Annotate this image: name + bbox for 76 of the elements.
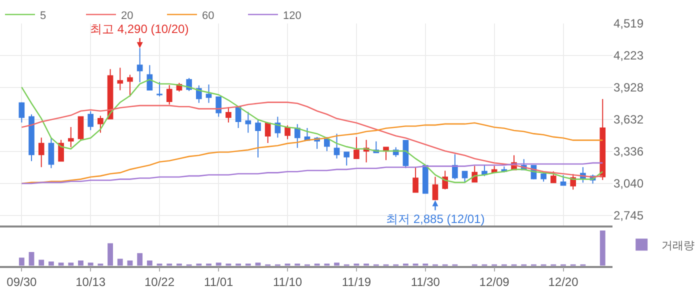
bar [88,262,94,266]
candlestick [344,152,350,166]
x-tick-label: 11/01 [204,274,234,289]
candlestick [166,84,172,105]
candlestick [412,166,418,193]
x-tick-label: 11/30 [410,274,440,289]
candlestick [78,116,84,142]
candlestick [156,81,162,97]
candlestick [58,139,64,162]
candlestick [226,106,232,123]
bar [68,262,74,266]
candlestick [264,122,271,144]
candlestick [127,74,133,98]
annotation: 최고 4,290 (10/20) [90,22,189,36]
x-tick-label: 11/19 [342,274,372,289]
bar [117,258,123,266]
candlestick [38,137,44,168]
bar [334,262,340,266]
y-tick-label: 4,223 [613,48,644,63]
x-tick-label: 12/09 [479,274,510,289]
bar [58,262,64,266]
y-tick-label: 3,928 [613,80,644,95]
candlestick [255,119,261,158]
candlestick [540,172,546,182]
bar [38,260,44,266]
candlestick [422,165,428,194]
y-tick-label: 4,519 [613,16,644,31]
bar [108,243,113,266]
line-series [21,122,604,184]
y-tick-label: 3,336 [613,144,644,159]
bar [137,253,143,266]
bar [216,262,222,266]
legend-label: 20 [121,10,134,22]
candlestick [28,114,34,162]
candlestick [560,174,566,186]
y-tick-label: 3,632 [613,112,644,127]
legend-label: 120 [283,10,302,22]
annotation: 최저 2,885 (12/01) [386,212,485,226]
candlestick [334,133,340,159]
legend-label: 거래량 [662,240,695,252]
candlestick [117,67,124,91]
candlestick [206,84,212,104]
candlestick [88,110,94,131]
y-tick-label: 3,040 [613,176,644,191]
x-tick-label: 10/13 [76,274,106,289]
x-tick-label: 12/20 [548,274,579,289]
line-series [21,162,604,184]
bar [146,260,152,266]
bar [48,262,54,266]
line-series [21,102,604,178]
candlestick [18,102,25,123]
candlestick [48,137,54,169]
candlestick [550,170,556,184]
x-tick-label: 10/22 [144,274,175,289]
bar [78,260,84,266]
legend-label: 5 [40,10,46,22]
bar [28,252,34,266]
line-series [21,78,604,184]
bar [600,230,606,266]
candlestick [354,136,360,159]
candlestick [600,98,606,181]
x-tick-label: 09/30 [6,274,37,289]
y-tick-label: 2,745 [613,208,644,223]
bar [18,258,24,266]
candlestick [68,126,74,148]
legend-label: 60 [202,10,214,22]
candlestick [462,170,468,184]
x-tick-label: 11/10 [272,274,302,289]
candlestick [452,154,458,180]
candlestick [98,115,104,134]
candlestick [324,136,330,152]
candlestick [245,111,252,134]
candlestick [216,96,222,118]
candlestick [284,124,290,140]
candlestick [294,124,300,148]
candlestick [383,146,389,161]
